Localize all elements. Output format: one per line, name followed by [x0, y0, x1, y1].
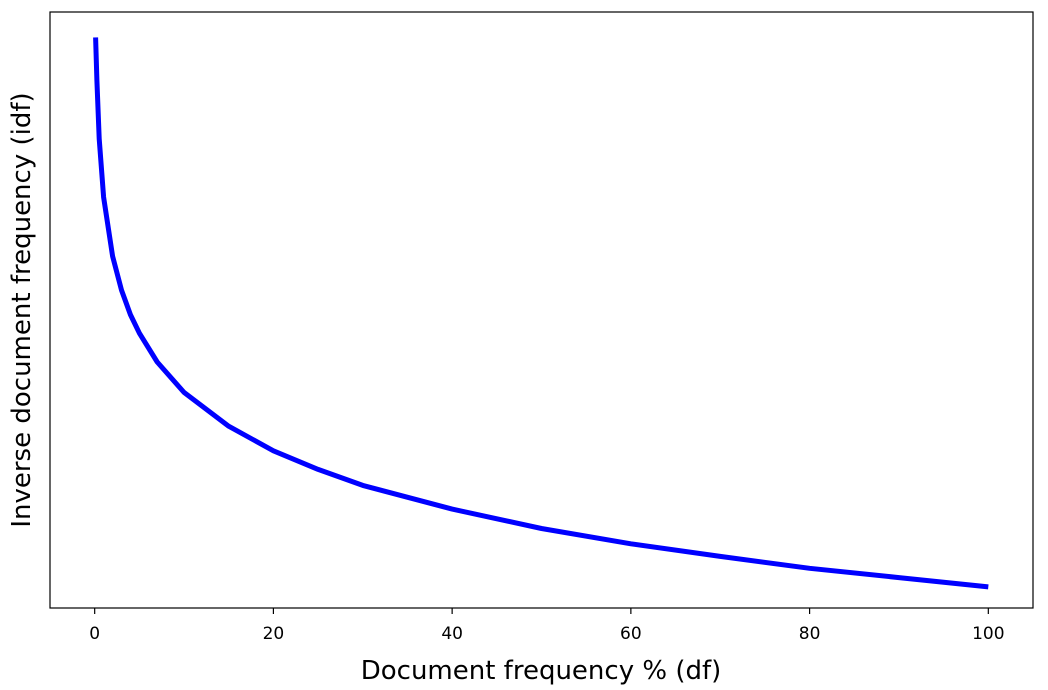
x-axis-label: Document frequency % (df) [361, 656, 722, 686]
x-tick-label: 100 [972, 624, 1004, 644]
x-tick-label: 80 [799, 624, 821, 644]
x-tick-label: 20 [263, 624, 285, 644]
y-axis-label: Inverse document frequency (idf) [7, 92, 37, 527]
x-tick-label: 40 [441, 624, 463, 644]
x-tick-label: 60 [620, 624, 642, 644]
x-axis-ticks: 0 20 40 60 80 100 [89, 608, 1005, 644]
x-tick-label: 0 [89, 624, 100, 644]
plot-frame [49, 11, 1034, 609]
idf-series-line [93, 37, 989, 590]
